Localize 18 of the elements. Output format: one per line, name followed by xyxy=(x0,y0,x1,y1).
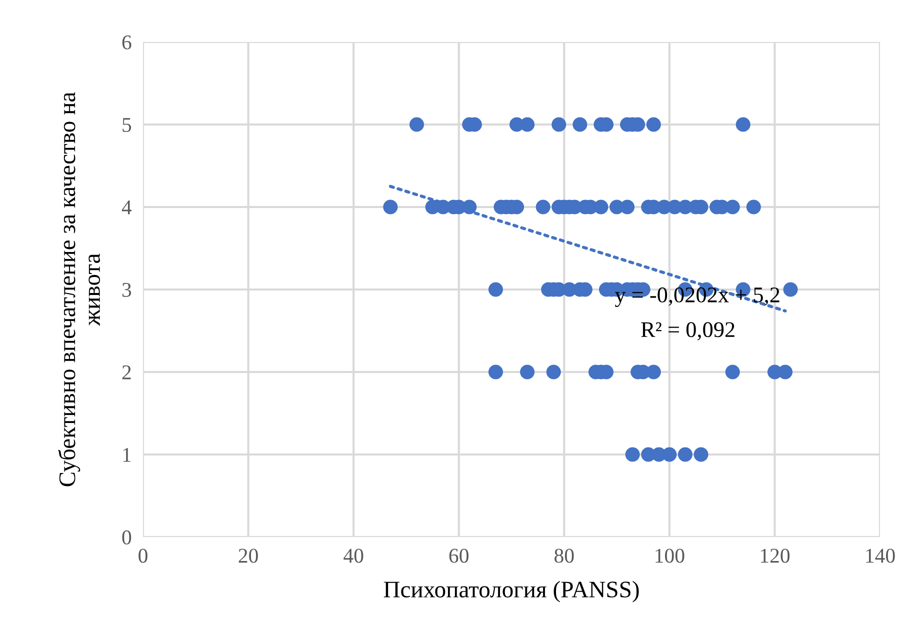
y-axis-title: Субективно впечатление за качество на живота xyxy=(58,92,100,486)
x-tick-label: 0 xyxy=(138,548,148,563)
annotation: R² = 0,092 xyxy=(641,322,734,340)
x-tick-label: 140 xyxy=(866,548,895,563)
x-tick-label: 80 xyxy=(554,548,574,563)
x-tick-label: 40 xyxy=(344,548,364,563)
y-tick-label: 2 xyxy=(122,365,131,380)
x-tick-label: 120 xyxy=(760,548,790,563)
y-tick-label: 6 xyxy=(122,35,132,50)
y-tick-label: 0 xyxy=(122,530,132,544)
y-tick-label: 1 xyxy=(123,448,131,462)
x-tick-label: 60 xyxy=(449,548,468,563)
x-axis-title: Психопатология (PANSS) xyxy=(384,580,639,602)
x-tick-label: 100 xyxy=(656,548,684,563)
y-tick-label: 4 xyxy=(122,200,132,214)
x-tick-label: 20 xyxy=(238,548,258,563)
y-tick-label: 5 xyxy=(122,118,132,132)
y-tick-label: 3 xyxy=(122,282,132,297)
